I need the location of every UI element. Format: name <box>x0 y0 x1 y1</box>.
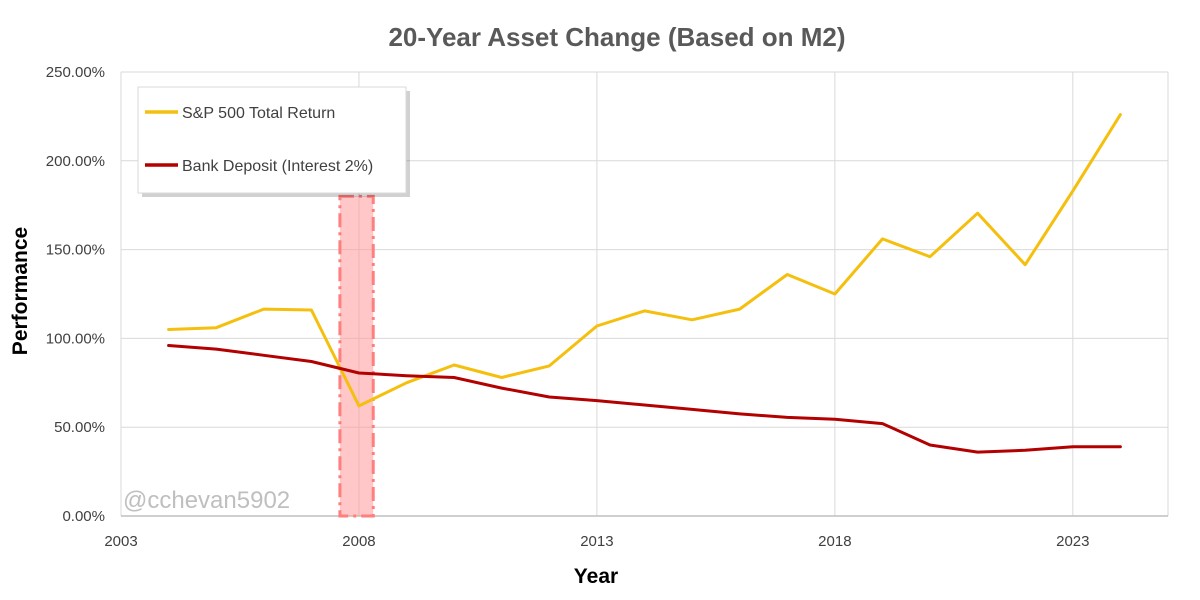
y-tick-label: 0.00% <box>62 508 105 525</box>
y-axis-label: Performance <box>9 227 32 355</box>
x-tick-label: 2003 <box>104 533 137 550</box>
y-tick-label: 200.00% <box>46 153 105 170</box>
series-lines <box>167 113 1122 454</box>
series-line-sp500 <box>167 113 1122 408</box>
chart-title: 20-Year Asset Change (Based on M2) <box>388 22 845 52</box>
x-axis-label: Year <box>574 565 618 588</box>
x-tick-label: 2018 <box>818 533 851 550</box>
y-tick-label: 250.00% <box>46 64 105 81</box>
x-tick-label: 2023 <box>1056 533 1089 550</box>
y-tick-label: 150.00% <box>46 242 105 259</box>
recession-highlight <box>338 194 375 518</box>
watermark-text: @cchevan5902 <box>123 487 290 514</box>
legend: S&P 500 Total Return Bank Deposit (Intere… <box>137 86 410 197</box>
legend-box <box>137 86 407 194</box>
series-line-bank-deposit <box>167 344 1122 454</box>
y-tick-label: 50.00% <box>54 419 105 436</box>
y-tick-label: 100.00% <box>46 330 105 347</box>
axis-ticks: 0.00% 50.00% 100.00% 150.00% 200.00% 250.00% 2… <box>46 64 1090 550</box>
gridlines <box>120 71 1169 517</box>
x-tick-label: 2013 <box>580 533 613 550</box>
legend-label: S&P 500 Total Return <box>182 105 335 122</box>
x-tick-label: 2008 <box>342 533 375 550</box>
legend-label: Bank Deposit (Interest 2%) <box>182 158 373 175</box>
highlight-band <box>338 194 375 518</box>
